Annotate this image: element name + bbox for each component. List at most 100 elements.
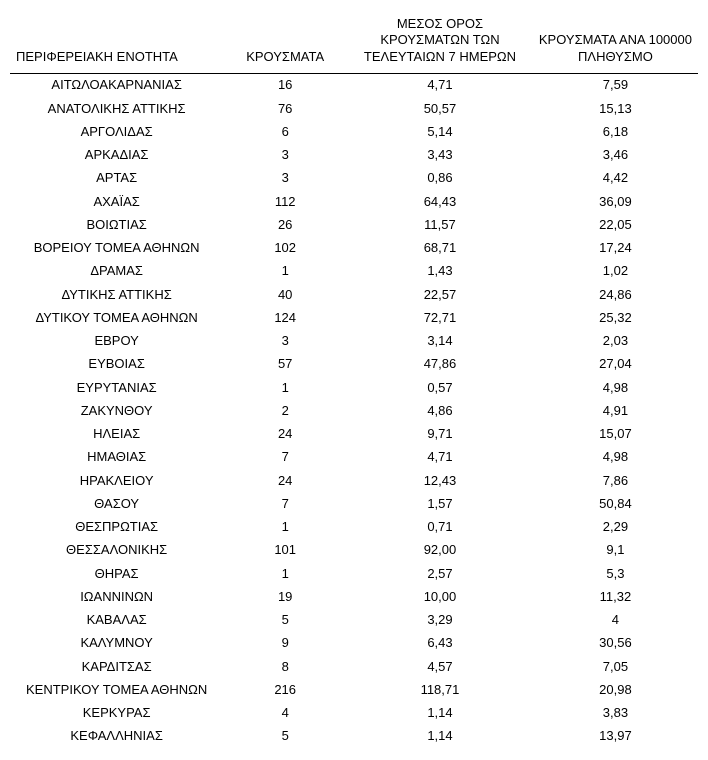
cases-cell: 26 [223, 213, 347, 236]
per100k-cell: 11,32 [533, 585, 698, 608]
avg7-cell: 68,71 [347, 237, 533, 260]
region-cell: ΑΡΤΑΣ [10, 167, 223, 190]
table-row: ΑΡΓΟΛΙΔΑΣ65,146,18 [10, 120, 698, 143]
col-region: ΠΕΡΙΦΕΡΕΙΑΚΗ ΕΝΟΤΗΤΑ [10, 12, 223, 73]
region-cell: ΕΥΒΟΙΑΣ [10, 353, 223, 376]
avg7-cell: 11,57 [347, 213, 533, 236]
avg7-cell: 92,00 [347, 539, 533, 562]
table-header: ΠΕΡΙΦΕΡΕΙΑΚΗ ΕΝΟΤΗΤΑ ΚΡΟΥΣΜΑΤΑ ΜΕΣΟΣ ΟΡΟ… [10, 12, 698, 73]
per100k-cell: 36,09 [533, 190, 698, 213]
cases-cell: 9 [223, 632, 347, 655]
avg7-cell: 6,43 [347, 632, 533, 655]
avg7-cell: 118,71 [347, 678, 533, 701]
table-row: ΕΥΡΥΤΑΝΙΑΣ10,574,98 [10, 376, 698, 399]
col-avg7: ΜΕΣΟΣ ΟΡΟΣ ΚΡΟΥΣΜΑΤΩΝ ΤΩΝ ΤΕΛΕΥΤΑΙΩΝ 7 Η… [347, 12, 533, 73]
region-cell: ΒΟΡΕΙΟΥ ΤΟΜΕΑ ΑΘΗΝΩΝ [10, 237, 223, 260]
avg7-cell: 4,86 [347, 399, 533, 422]
avg7-cell: 4,57 [347, 655, 533, 678]
region-cell: ΑΝΑΤΟΛΙΚΗΣ ΑΤΤΙΚΗΣ [10, 97, 223, 120]
table-row: ΗΛΕΙΑΣ249,7115,07 [10, 423, 698, 446]
table-row: ΙΩΑΝΝΙΝΩΝ1910,0011,32 [10, 585, 698, 608]
avg7-cell: 64,43 [347, 190, 533, 213]
per100k-cell: 4,98 [533, 376, 698, 399]
cases-cell: 1 [223, 562, 347, 585]
table-row: ΚΕΦΑΛΛΗΝΙΑΣ51,1413,97 [10, 725, 698, 748]
per100k-cell: 15,13 [533, 97, 698, 120]
per100k-cell: 25,32 [533, 306, 698, 329]
per100k-cell: 9,1 [533, 539, 698, 562]
table-row: ΒΟΡΕΙΟΥ ΤΟΜΕΑ ΑΘΗΝΩΝ10268,7117,24 [10, 237, 698, 260]
cases-cell: 16 [223, 73, 347, 97]
col-cases: ΚΡΟΥΣΜΑΤΑ [223, 12, 347, 73]
table-row: ΚΑΛΥΜΝΟΥ96,4330,56 [10, 632, 698, 655]
per100k-cell: 17,24 [533, 237, 698, 260]
avg7-cell: 5,14 [347, 120, 533, 143]
cases-cell: 40 [223, 283, 347, 306]
avg7-cell: 3,43 [347, 144, 533, 167]
table-row: ΑΝΑΤΟΛΙΚΗΣ ΑΤΤΙΚΗΣ7650,5715,13 [10, 97, 698, 120]
cases-cell: 3 [223, 167, 347, 190]
cases-cell: 8 [223, 655, 347, 678]
table-row: ΕΒΡΟΥ33,142,03 [10, 330, 698, 353]
table-row: ΗΜΑΘΙΑΣ74,714,98 [10, 446, 698, 469]
per100k-cell: 4 [533, 609, 698, 632]
region-cell: ΗΜΑΘΙΑΣ [10, 446, 223, 469]
region-cell: ΙΩΑΝΝΙΝΩΝ [10, 585, 223, 608]
per100k-cell: 2,03 [533, 330, 698, 353]
table-row: ΔΡΑΜΑΣ11,431,02 [10, 260, 698, 283]
cases-cell: 7 [223, 446, 347, 469]
cases-cell: 3 [223, 330, 347, 353]
table-row: ΑΧΑΪΑΣ11264,4336,09 [10, 190, 698, 213]
region-cell: ΘΕΣΣΑΛΟΝΙΚΗΣ [10, 539, 223, 562]
region-cell: ΑΡΚΑΔΙΑΣ [10, 144, 223, 167]
region-cell: ΑΡΓΟΛΙΔΑΣ [10, 120, 223, 143]
region-cell: ΘΗΡΑΣ [10, 562, 223, 585]
avg7-cell: 12,43 [347, 469, 533, 492]
region-cell: ΚΑΛΥΜΝΟΥ [10, 632, 223, 655]
region-cell: ΑΧΑΪΑΣ [10, 190, 223, 213]
per100k-cell: 4,42 [533, 167, 698, 190]
per100k-cell: 13,97 [533, 725, 698, 748]
region-cell: ΚΕΝΤΡΙΚΟΥ ΤΟΜΕΑ ΑΘΗΝΩΝ [10, 678, 223, 701]
cases-table: ΠΕΡΙΦΕΡΕΙΑΚΗ ΕΝΟΤΗΤΑ ΚΡΟΥΣΜΑΤΑ ΜΕΣΟΣ ΟΡΟ… [10, 12, 698, 748]
per100k-cell: 3,83 [533, 702, 698, 725]
avg7-cell: 1,14 [347, 725, 533, 748]
region-cell: ΘΑΣΟΥ [10, 492, 223, 515]
per100k-cell: 4,98 [533, 446, 698, 469]
per100k-cell: 22,05 [533, 213, 698, 236]
cases-cell: 124 [223, 306, 347, 329]
per100k-cell: 24,86 [533, 283, 698, 306]
region-cell: ΚΑΒΑΛΑΣ [10, 609, 223, 632]
cases-cell: 24 [223, 423, 347, 446]
avg7-cell: 0,86 [347, 167, 533, 190]
table-row: ΔΥΤΙΚΗΣ ΑΤΤΙΚΗΣ4022,5724,86 [10, 283, 698, 306]
table-row: ΗΡΑΚΛΕΙΟΥ2412,437,86 [10, 469, 698, 492]
avg7-cell: 47,86 [347, 353, 533, 376]
per100k-cell: 2,29 [533, 516, 698, 539]
table-row: ΘΕΣΣΑΛΟΝΙΚΗΣ10192,009,1 [10, 539, 698, 562]
region-cell: ΚΑΡΔΙΤΣΑΣ [10, 655, 223, 678]
region-cell: ΖΑΚΥΝΘΟΥ [10, 399, 223, 422]
region-cell: ΒΟΙΩΤΙΑΣ [10, 213, 223, 236]
per100k-cell: 15,07 [533, 423, 698, 446]
region-cell: ΗΛΕΙΑΣ [10, 423, 223, 446]
cases-cell: 1 [223, 516, 347, 539]
region-cell: ΚΕΦΑΛΛΗΝΙΑΣ [10, 725, 223, 748]
table-row: ΑΙΤΩΛΟΑΚΑΡΝΑΝΙΑΣ164,717,59 [10, 73, 698, 97]
per100k-cell: 30,56 [533, 632, 698, 655]
table-row: ΚΑΡΔΙΤΣΑΣ84,577,05 [10, 655, 698, 678]
table-body: ΑΙΤΩΛΟΑΚΑΡΝΑΝΙΑΣ164,717,59ΑΝΑΤΟΛΙΚΗΣ ΑΤΤ… [10, 73, 698, 748]
table-row: ΘΗΡΑΣ12,575,3 [10, 562, 698, 585]
region-cell: ΘΕΣΠΡΩΤΙΑΣ [10, 516, 223, 539]
per100k-cell: 7,59 [533, 73, 698, 97]
avg7-cell: 9,71 [347, 423, 533, 446]
cases-cell: 112 [223, 190, 347, 213]
per100k-cell: 20,98 [533, 678, 698, 701]
cases-cell: 2 [223, 399, 347, 422]
table-row: ΚΕΝΤΡΙΚΟΥ ΤΟΜΕΑ ΑΘΗΝΩΝ216118,7120,98 [10, 678, 698, 701]
per100k-cell: 1,02 [533, 260, 698, 283]
avg7-cell: 50,57 [347, 97, 533, 120]
avg7-cell: 3,29 [347, 609, 533, 632]
region-cell: ΔΥΤΙΚΗΣ ΑΤΤΙΚΗΣ [10, 283, 223, 306]
table-row: ΑΡΚΑΔΙΑΣ33,433,46 [10, 144, 698, 167]
